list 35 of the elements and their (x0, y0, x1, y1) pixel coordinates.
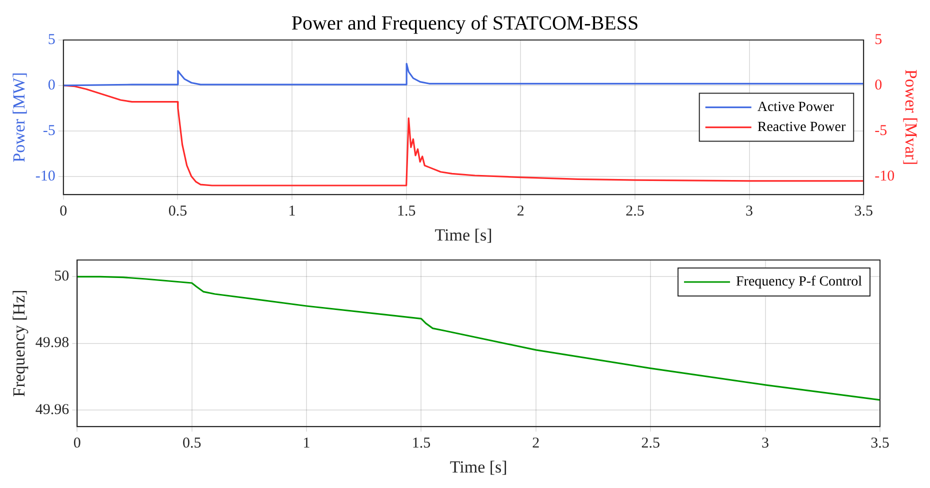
x-tick-label: 2 (532, 436, 540, 452)
x-axis-title: Time [s] (450, 457, 508, 476)
x-tick-label: 2 (516, 204, 524, 220)
y-tick-label: 0 (48, 77, 56, 94)
y-axis-title: Power [MW] (10, 72, 29, 162)
x-tick-label: 1 (288, 204, 296, 220)
y2-tick-label: -10 (874, 168, 895, 184)
x-tick-label: 3 (762, 436, 770, 452)
y-tick-label: 50 (54, 268, 70, 285)
y2-tick-label: -5 (874, 122, 888, 139)
y-tick-label: 5 (48, 32, 56, 48)
chart-title: Power and Frequency of STATCOM-BESS (291, 12, 639, 34)
legend-label: Frequency P-f Control (736, 274, 862, 290)
x-tick-label: 0 (73, 436, 81, 452)
x-tick-label: 2.5 (641, 436, 660, 452)
x-tick-label: 3.5 (870, 436, 890, 452)
y-tick-label: -10 (35, 168, 56, 184)
y2-tick-label: 5 (874, 32, 882, 48)
x-tick-label: 3.5 (854, 204, 873, 220)
y-tick-label: 49.98 (35, 335, 70, 352)
y2-tick-label: 0 (874, 77, 882, 94)
legend-label: Reactive Power (757, 120, 846, 135)
x-tick-label: 3 (746, 204, 754, 220)
y-tick-label: -5 (42, 122, 56, 139)
x-tick-label: 0.5 (182, 436, 202, 452)
x-tick-label: 2.5 (626, 204, 644, 220)
x-tick-label: 1.5 (396, 204, 416, 220)
x-tick-label: 1 (302, 436, 310, 452)
y-tick-label: 49.96 (35, 402, 70, 418)
y-axis-title: Frequency [Hz] (10, 290, 29, 397)
x-tick-label: 0.5 (168, 204, 188, 220)
x-tick-label: 1.5 (412, 436, 431, 452)
legend-label: Active Power (757, 100, 834, 115)
x-axis-title: Time [s] (434, 225, 492, 244)
y2-axis-title: Power [Mvar] (901, 69, 920, 166)
